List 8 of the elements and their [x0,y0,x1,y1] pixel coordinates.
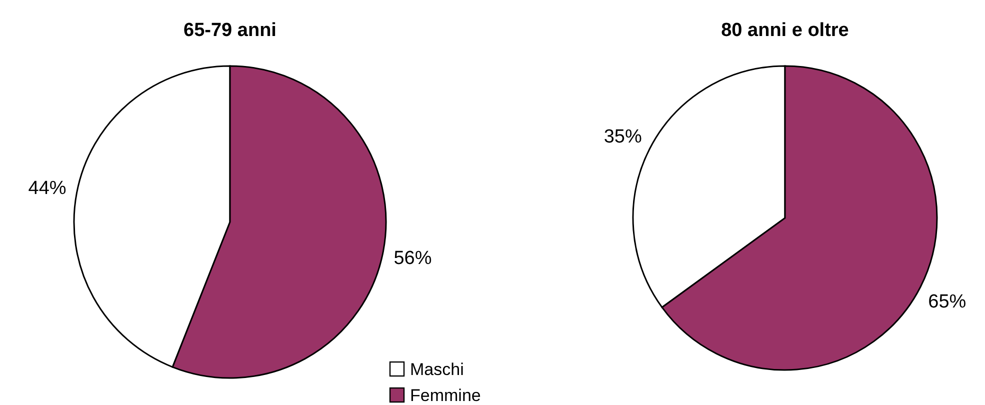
legend-label: Maschi [410,360,464,379]
data-label: 35% [604,126,642,148]
chart-title: 80 anni e oltre [721,20,849,41]
data-label: 44% [28,178,66,200]
data-label: 65% [928,292,966,313]
chart-title: 65-79 anni [184,20,276,41]
data-label: 56% [394,248,432,269]
legend-label: Femmine [410,386,481,405]
